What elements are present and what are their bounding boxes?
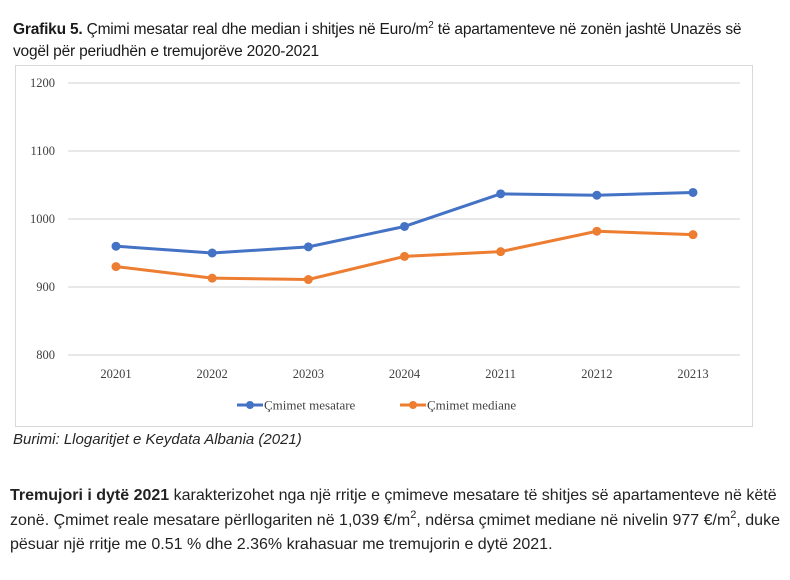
data-point-20211 xyxy=(496,189,506,199)
series-lines xyxy=(111,187,698,285)
x-tick-label-20201: 20201 xyxy=(100,367,131,381)
paragraph-text-3: , duke pësuar një rritje me 0.51 % dhe 2… xyxy=(10,511,780,554)
paragraph-text-2: , ndërsa çmimet mediane në nivelin 977 €… xyxy=(416,511,731,529)
data-point-20202 xyxy=(207,273,217,283)
x-tick-label-20203: 20203 xyxy=(293,367,324,381)
data-point-20213 xyxy=(688,187,698,197)
figure-caption: Grafiku 5. Çmimi mesatar real dhe median… xyxy=(13,19,773,63)
x-tick-label-20213: 20213 xyxy=(677,367,708,381)
data-point-20204 xyxy=(400,221,409,231)
legend-point-marker xyxy=(409,401,417,409)
data-point-20203 xyxy=(303,242,313,252)
caption-unit-superscript: 2 xyxy=(428,20,434,31)
legend-point-marker xyxy=(246,401,254,409)
gridlines xyxy=(68,82,740,356)
series-mediane xyxy=(111,226,698,285)
legend-item-mesatare: Çmimet mesatare xyxy=(237,398,356,413)
body-paragraph: Tremujori i dytë 2021 karakterizohet nga… xyxy=(10,484,785,558)
data-point-20201 xyxy=(111,241,121,251)
x-axis-tick-labels: 20201 20202 20203 20204 20211 20212 20213 xyxy=(100,367,708,381)
superscript-2: 2 xyxy=(730,508,737,521)
data-point-20201 xyxy=(111,262,121,272)
y-tick-label-800: 800 xyxy=(36,348,55,362)
caption-text: Çmimi mesatar real dhe median i shitjes … xyxy=(82,21,429,38)
paragraph-lead: Tremujori i dytë 2021 xyxy=(10,487,170,504)
y-tick-label-1200: 1200 xyxy=(30,76,55,90)
chart-frame xyxy=(15,65,753,427)
y-tick-label-1000: 1000 xyxy=(30,212,55,226)
x-tick-label-20212: 20212 xyxy=(581,367,612,381)
data-point-20212 xyxy=(592,226,602,236)
caption-text-continued: të apartamenteve në zonën jashtë Unazës … xyxy=(13,21,742,60)
series-mesatare xyxy=(111,187,698,258)
x-tick-label-20211: 20211 xyxy=(485,367,516,381)
data-point-20204 xyxy=(400,251,409,261)
legend-item-mediane: Çmimet mediane xyxy=(400,398,516,413)
legend: Çmimet mesatare Çmimet mediane xyxy=(237,398,516,413)
data-point-20212 xyxy=(592,190,602,200)
superscript-1: 2 xyxy=(410,508,417,521)
x-tick-label-20202: 20202 xyxy=(197,367,228,381)
y-tick-label-1100: 1100 xyxy=(30,144,55,158)
y-axis-tick-labels: 800 900 1000 1100 1200 xyxy=(30,76,55,362)
figure-label: Grafiku 5. xyxy=(13,21,83,38)
y-tick-label-900: 900 xyxy=(36,280,55,294)
data-point-20203 xyxy=(303,275,313,285)
data-point-20211 xyxy=(496,247,506,257)
source-note: Burimi: Llogaritjet e Keydata Albania (2… xyxy=(13,431,302,448)
x-tick-label-20204: 20204 xyxy=(389,367,421,381)
legend-label: Çmimet mesatare xyxy=(264,398,356,413)
legend-label: Çmimet mediane xyxy=(427,398,516,413)
data-point-20213 xyxy=(688,230,698,240)
paragraph-text-1: karakterizohet nga një rritje e çmimeve … xyxy=(10,487,777,529)
data-point-20202 xyxy=(207,248,217,258)
